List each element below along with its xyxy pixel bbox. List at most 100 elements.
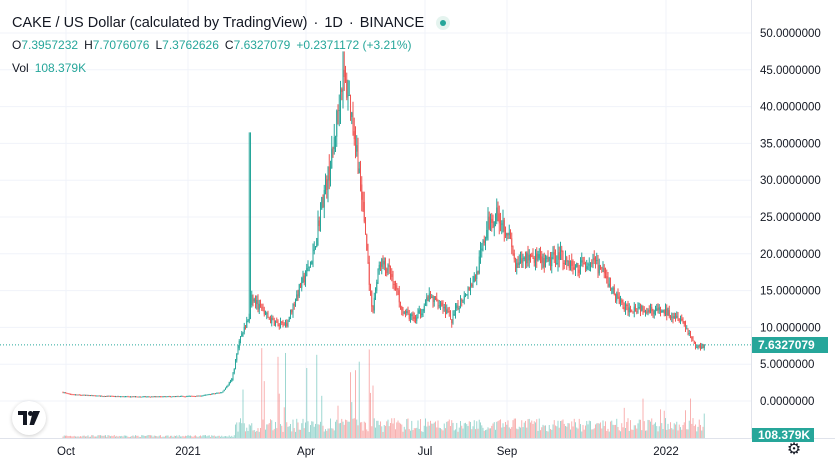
candle-body <box>392 276 394 285</box>
volume-bar <box>106 436 108 438</box>
candle-body <box>633 306 635 312</box>
volume-bar <box>110 436 111 438</box>
volume-bar <box>380 421 381 438</box>
volume-bar <box>507 420 509 438</box>
volume-bar <box>537 430 539 438</box>
volume-bar <box>622 427 624 438</box>
volume-bar <box>191 436 193 438</box>
candle-body <box>520 258 521 263</box>
volume-bar <box>500 419 501 438</box>
candle-body <box>455 308 456 315</box>
candle-body <box>557 252 559 264</box>
volume-bar <box>443 423 445 438</box>
volume-bar <box>102 435 104 438</box>
volume-bar <box>552 424 554 438</box>
candle-body <box>145 396 146 398</box>
volume-bar <box>242 389 244 438</box>
volume-bar <box>547 431 549 438</box>
volume-bar <box>232 436 234 438</box>
candle-body <box>678 319 680 321</box>
volume-bar <box>615 424 616 438</box>
candle-body <box>675 316 676 318</box>
volume-bar <box>656 426 658 438</box>
price-tick-label: 15.0000000 <box>760 286 821 298</box>
candle-body <box>641 305 643 311</box>
volume-bar <box>288 426 290 438</box>
volume-bar <box>402 431 404 438</box>
candle-body <box>451 319 453 323</box>
volume-bar <box>465 422 466 438</box>
volume-bar <box>293 428 295 438</box>
volume-bar <box>415 428 416 438</box>
candle-body <box>258 303 260 310</box>
candle-body <box>88 395 90 397</box>
candle-body <box>62 392 64 394</box>
candle-body <box>492 222 494 228</box>
tradingview-logo-icon[interactable] <box>12 401 46 435</box>
volume-bar <box>318 424 320 438</box>
candle-body <box>242 331 244 334</box>
volume-bar <box>340 422 341 438</box>
volume-bar <box>618 430 620 438</box>
volume-bar <box>553 420 555 438</box>
candle-body <box>676 315 678 318</box>
volume-bar <box>613 425 615 438</box>
volume-bar <box>306 368 308 438</box>
candle-body <box>246 320 248 328</box>
volume-bar <box>426 426 428 438</box>
volume-bar <box>675 424 676 438</box>
volume-bar <box>521 420 523 438</box>
candle-body <box>515 259 516 268</box>
gear-icon[interactable]: ⚙ <box>786 441 802 458</box>
volume-bar <box>362 430 364 438</box>
candle-body <box>305 276 306 282</box>
volume-bar <box>358 361 360 438</box>
volume-bar <box>392 423 394 438</box>
volume-bar <box>703 413 705 438</box>
volume-value: 108.379K <box>34 61 87 75</box>
candle-body <box>116 396 118 398</box>
volume-bar <box>120 436 121 438</box>
volume-bar <box>600 422 601 438</box>
candle-body <box>380 264 381 267</box>
candle-body <box>193 395 195 397</box>
candle-body <box>687 328 689 334</box>
volume-bar <box>456 422 458 438</box>
symbol-title[interactable]: CAKE / US Dollar (calculated by TradingV… <box>12 15 308 31</box>
candle-body <box>358 168 360 174</box>
candle-body <box>180 395 181 397</box>
volume-bar <box>641 430 643 438</box>
candle-body <box>307 266 309 269</box>
volume-bar <box>155 435 156 438</box>
candle-body <box>378 264 380 270</box>
volume-bar <box>113 435 115 438</box>
candle-body <box>412 314 414 317</box>
volume-bar <box>397 420 399 438</box>
volume-bar <box>117 436 119 438</box>
candle-body <box>181 395 183 397</box>
candle-body <box>215 393 216 395</box>
volume-bar <box>326 430 328 438</box>
volume-bar <box>298 429 300 438</box>
time-axis-border <box>0 438 835 439</box>
candle-body <box>503 220 505 232</box>
volume-bar <box>146 435 148 438</box>
candle-body <box>188 395 190 397</box>
volume-bar <box>343 424 345 438</box>
candle-body <box>447 309 449 312</box>
volume-bar <box>82 435 84 438</box>
volume-bar <box>302 418 304 438</box>
volume-bar <box>458 427 460 438</box>
volume-bar <box>177 436 179 438</box>
volume-bar <box>487 427 489 438</box>
time-tick-label: Apr <box>297 446 315 458</box>
volume-bar <box>501 427 503 438</box>
candle-body <box>213 393 215 395</box>
interval-label[interactable]: 1D <box>324 15 343 31</box>
volume-bar <box>680 427 681 438</box>
candle-body <box>248 313 250 321</box>
volume-bar <box>575 422 576 438</box>
high-value: 7.7076076 <box>92 38 150 52</box>
